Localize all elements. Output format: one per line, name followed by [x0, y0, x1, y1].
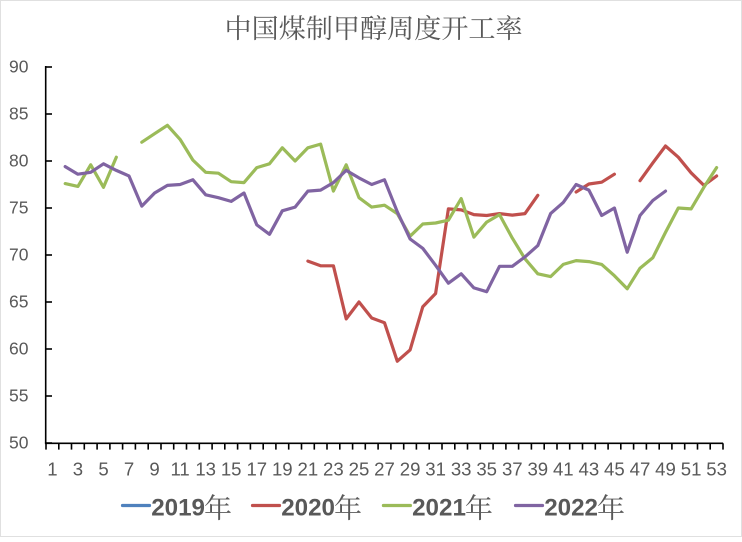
- svg-text:75: 75: [9, 198, 28, 218]
- svg-text:45: 45: [604, 459, 625, 480]
- svg-text:37: 37: [502, 459, 523, 480]
- svg-text:29: 29: [400, 459, 421, 480]
- svg-text:80: 80: [9, 151, 29, 171]
- svg-text:23: 23: [323, 459, 344, 480]
- svg-text:2021: 2021: [412, 495, 466, 522]
- svg-text:13: 13: [195, 459, 216, 480]
- svg-text:5: 5: [98, 459, 108, 480]
- svg-text:2022: 2022: [544, 495, 598, 522]
- svg-text:65: 65: [9, 292, 28, 312]
- svg-text:11: 11: [170, 459, 189, 480]
- svg-text:27: 27: [374, 459, 395, 480]
- svg-text:50: 50: [9, 433, 29, 453]
- svg-text:2020: 2020: [281, 495, 335, 522]
- svg-text:33: 33: [451, 459, 472, 480]
- svg-text:7: 7: [124, 459, 134, 480]
- svg-text:9: 9: [149, 459, 159, 480]
- svg-text:49: 49: [655, 459, 676, 480]
- svg-text:51: 51: [681, 459, 702, 480]
- svg-text:43: 43: [579, 459, 600, 480]
- svg-text:25: 25: [349, 459, 370, 480]
- svg-text:60: 60: [9, 339, 29, 359]
- svg-text:85: 85: [9, 104, 28, 124]
- svg-text:3: 3: [73, 459, 83, 480]
- svg-text:31: 31: [425, 459, 446, 480]
- svg-text:55: 55: [9, 386, 28, 406]
- svg-text:90: 90: [9, 57, 29, 77]
- svg-text:41: 41: [553, 459, 574, 480]
- svg-text:47: 47: [630, 459, 651, 480]
- svg-text:2019: 2019: [151, 495, 205, 522]
- svg-text:53: 53: [706, 459, 727, 480]
- svg-text:70: 70: [9, 245, 29, 265]
- svg-text:17: 17: [246, 459, 267, 480]
- svg-text:39: 39: [527, 459, 548, 480]
- svg-text:1: 1: [47, 459, 57, 480]
- svg-text:21: 21: [298, 459, 319, 480]
- svg-text:15: 15: [221, 459, 242, 480]
- svg-text:35: 35: [476, 459, 497, 480]
- svg-text:19: 19: [272, 459, 293, 480]
